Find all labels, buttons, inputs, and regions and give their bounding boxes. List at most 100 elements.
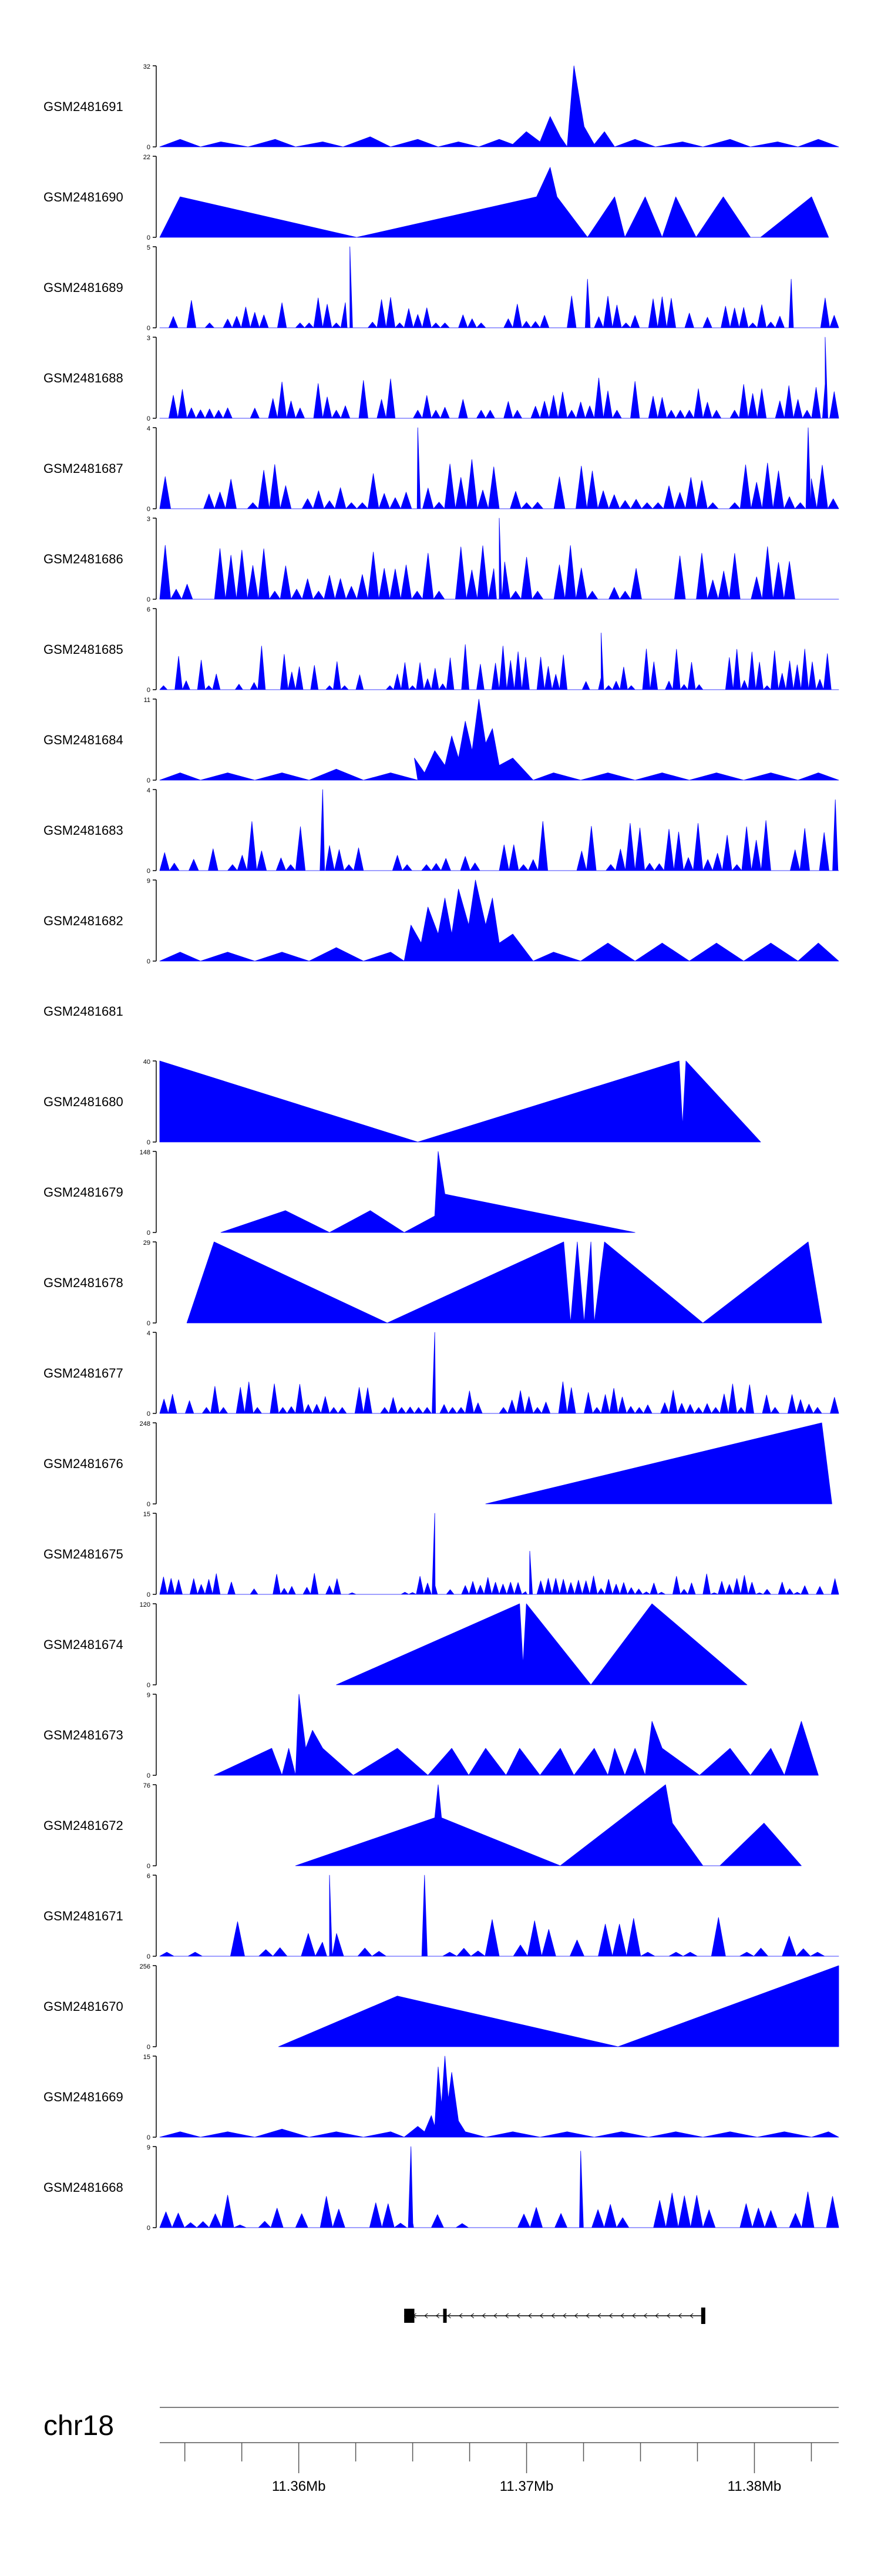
y-min-label-gsm2481690: 0 (147, 234, 150, 241)
gene-strand-arrow (528, 2313, 532, 2319)
y-min-label-gsm2481691: 0 (147, 144, 150, 151)
y-min-label-gsm2481685: 0 (147, 687, 150, 694)
gene-strand-arrow (493, 2313, 497, 2319)
coverage-area-gsm2481673 (214, 1694, 819, 1776)
y-max-label-gsm2481684: 11 (144, 697, 150, 704)
y-min-label-gsm2481673: 0 (147, 1772, 150, 1779)
y-max-label-gsm2481687: 4 (147, 425, 150, 432)
gene-strand-arrow (516, 2313, 520, 2319)
track-label-gsm2481668: GSM2481668 (43, 2180, 123, 2195)
y-max-label-gsm2481689: 5 (147, 244, 150, 251)
y-max-label-gsm2481673: 9 (147, 1692, 150, 1699)
y-max-label-gsm2481683: 4 (147, 787, 150, 794)
gene-strand-arrow (539, 2313, 543, 2319)
y-min-label-gsm2481684: 0 (147, 777, 150, 784)
y-min-label-gsm2481683: 0 (147, 868, 150, 875)
gene-strand-arrow (551, 2313, 555, 2319)
gene-strand-arrow (563, 2313, 567, 2319)
track-label-gsm2481681: GSM2481681 (43, 1004, 123, 1019)
y-max-label-gsm2481670: 256 (140, 1963, 150, 1970)
gene-strand-arrow (655, 2313, 659, 2319)
track-label-gsm2481671: GSM2481671 (43, 1909, 123, 1923)
y-min-label-gsm2481668: 0 (147, 2225, 150, 2232)
gene-strand-arrow (482, 2313, 486, 2319)
y-max-label-gsm2481676: 248 (140, 1420, 150, 1428)
gene-strand-arrow (436, 2313, 440, 2319)
gene-strand-arrow (505, 2313, 509, 2319)
track-label-gsm2481689: GSM2481689 (43, 280, 123, 295)
track-label-gsm2481672: GSM2481672 (43, 1818, 123, 1833)
y-min-label-gsm2481670: 0 (147, 2044, 150, 2051)
gene-strand-arrow (424, 2313, 428, 2319)
y-min-label-gsm2481676: 0 (147, 1501, 150, 1508)
y-min-label-gsm2481689: 0 (147, 325, 150, 332)
coverage-area-gsm2481685 (159, 633, 839, 690)
track-label-gsm2481686: GSM2481686 (43, 552, 123, 566)
gene-strand-arrow (620, 2313, 624, 2319)
x-tick-label: 11.37Mb (500, 2478, 554, 2494)
coverage-area-gsm2481668 (159, 2146, 839, 2228)
y-min-label-gsm2481677: 0 (147, 1410, 150, 1418)
coverage-area-gsm2481688 (159, 337, 839, 419)
y-max-label-gsm2481677: 4 (147, 1330, 150, 1337)
gene-strand-arrow (632, 2313, 636, 2319)
track-label-gsm2481684: GSM2481684 (43, 733, 123, 747)
y-max-label-gsm2481674: 120 (140, 1601, 150, 1608)
y-min-label-gsm2481672: 0 (147, 1863, 150, 1870)
y-min-label-gsm2481679: 0 (147, 1230, 150, 1237)
track-label-gsm2481676: GSM2481676 (43, 1456, 123, 1471)
track-label-gsm2481677: GSM2481677 (43, 1366, 123, 1381)
y-max-label-gsm2481668: 9 (147, 2144, 150, 2151)
coverage-area-gsm2481684 (159, 698, 839, 781)
y-max-label-gsm2481686: 3 (147, 516, 150, 523)
coverage-area-gsm2481687 (159, 427, 839, 509)
track-label-gsm2481682: GSM2481682 (43, 913, 123, 928)
gene-strand-arrow (447, 2313, 451, 2319)
y-min-label-gsm2481682: 0 (147, 958, 150, 965)
track-label-gsm2481673: GSM2481673 (43, 1728, 123, 1742)
y-min-label-gsm2481675: 0 (147, 1591, 150, 1598)
gene-strand-arrow (459, 2313, 463, 2319)
gene-strand-arrow (667, 2313, 671, 2319)
track-label-gsm2481691: GSM2481691 (43, 99, 123, 114)
y-min-label-gsm2481674: 0 (147, 1682, 150, 1689)
y-min-label-gsm2481688: 0 (147, 415, 150, 422)
y-max-label-gsm2481688: 3 (147, 335, 150, 342)
gene-strand-arrow (643, 2313, 647, 2319)
coverage-area-gsm2481680 (159, 1060, 761, 1143)
y-min-label-gsm2481687: 0 (147, 506, 150, 513)
x-tick-label: 11.36Mb (272, 2478, 326, 2494)
y-min-label-gsm2481678: 0 (147, 1320, 150, 1327)
track-label-gsm2481675: GSM2481675 (43, 1547, 123, 1561)
track-label-gsm2481678: GSM2481678 (43, 1275, 123, 1290)
track-label-gsm2481670: GSM2481670 (43, 1999, 123, 2014)
track-label-gsm2481679: GSM2481679 (43, 1185, 123, 1200)
y-max-label-gsm2481675: 15 (143, 1511, 150, 1518)
coverage-area-gsm2481670 (278, 1965, 839, 2047)
y-max-label-gsm2481669: 15 (143, 2054, 150, 2061)
y-min-label-gsm2481686: 0 (147, 596, 150, 603)
track-label-gsm2481674: GSM2481674 (43, 1637, 123, 1652)
y-max-label-gsm2481678: 29 (143, 1240, 150, 1247)
coverage-area-gsm2481677 (159, 1332, 839, 1414)
x-tick-label: 11.38Mb (728, 2478, 782, 2494)
gene-strand-arrow (690, 2313, 694, 2319)
coverage-area-gsm2481683 (159, 789, 839, 871)
gene-exon-end (701, 2308, 705, 2324)
gene-strand-arrow (470, 2313, 475, 2319)
coverage-area-gsm2481672 (295, 1784, 802, 1866)
coverage-area-gsm2481676 (485, 1422, 832, 1504)
gene-exon-block (404, 2309, 415, 2323)
coverage-area-gsm2481690 (159, 167, 829, 238)
gene-exon-small (443, 2309, 447, 2323)
track-label-gsm2481688: GSM2481688 (43, 371, 123, 385)
y-max-label-gsm2481672: 76 (143, 1782, 150, 1789)
track-label-gsm2481685: GSM2481685 (43, 642, 123, 657)
track-label-gsm2481680: GSM2481680 (43, 1094, 123, 1109)
coverage-area-gsm2481679 (220, 1151, 635, 1233)
track-label-gsm2481669: GSM2481669 (43, 2090, 123, 2104)
gene-strand-arrow (586, 2313, 590, 2319)
coverage-area-gsm2481674 (336, 1603, 748, 1685)
